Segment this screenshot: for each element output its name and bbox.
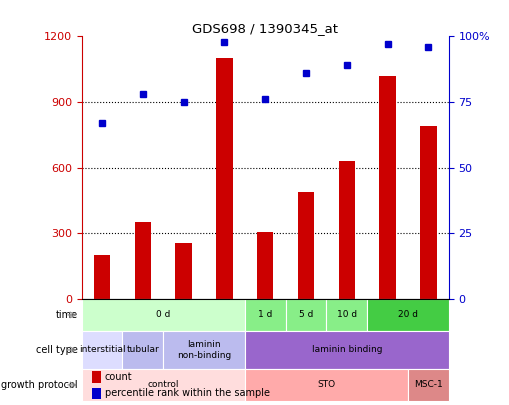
Bar [122,331,163,369]
Text: time: time [55,310,78,320]
Bar [216,58,232,299]
Text: control: control [147,380,179,390]
Bar [244,331,448,369]
Bar [94,255,110,299]
Text: interstitial: interstitial [78,345,125,354]
Bar [81,331,122,369]
Bar [326,299,366,331]
Text: count: count [104,372,132,382]
Bar [366,299,448,331]
Bar [163,331,244,369]
Text: growth protocol: growth protocol [2,380,78,390]
Text: percentile rank within the sample: percentile rank within the sample [104,388,269,398]
Bar [81,299,244,331]
Bar [257,232,273,299]
Bar [244,369,407,401]
Bar [81,369,244,401]
Text: 10 d: 10 d [336,310,356,320]
Text: cell type: cell type [36,345,78,355]
Bar [407,369,448,401]
Text: tubular: tubular [126,345,159,354]
Bar [338,161,354,299]
Text: 0 d: 0 d [156,310,170,320]
Bar [244,299,285,331]
Text: 1 d: 1 d [258,310,272,320]
Text: laminin binding: laminin binding [311,345,381,354]
Bar [419,126,436,299]
Text: MSC-1: MSC-1 [413,380,442,390]
Bar [175,243,191,299]
Text: STO: STO [317,380,335,390]
Title: GDS698 / 1390345_at: GDS698 / 1390345_at [192,22,337,35]
Text: 20 d: 20 d [397,310,417,320]
Bar [134,222,151,299]
Bar [297,192,314,299]
Bar [285,299,326,331]
Bar [379,76,395,299]
Text: laminin
non-binding: laminin non-binding [177,340,231,360]
Text: 5 d: 5 d [298,310,313,320]
